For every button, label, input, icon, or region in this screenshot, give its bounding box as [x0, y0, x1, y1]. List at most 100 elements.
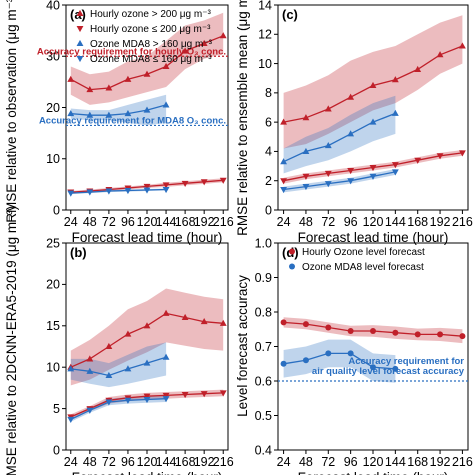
x-tick-label: 48 — [299, 215, 313, 229]
data-point — [324, 105, 332, 112]
legend-entry: Ozone MDA8 ≤ 160 μg m⁻³ — [90, 54, 212, 65]
data-point — [86, 85, 94, 93]
data-point — [347, 327, 354, 334]
x-axis-label: Forecast lead time (hour) — [298, 230, 449, 245]
data-point — [181, 313, 189, 321]
reference-line-label: Accuracy requirement for — [348, 356, 464, 367]
data-point — [437, 331, 444, 338]
x-tick-label: 192 — [430, 455, 451, 469]
data-point — [280, 118, 288, 125]
data-point — [347, 350, 354, 357]
x-tick-label: 144 — [385, 215, 406, 229]
y-tick-label: 20 — [46, 101, 60, 115]
data-point — [105, 188, 113, 195]
data-point — [86, 355, 94, 362]
x-tick-label: 120 — [363, 455, 384, 469]
data-point — [370, 364, 376, 371]
data-point — [219, 177, 227, 184]
data-point — [414, 331, 421, 338]
x-tick-label: 96 — [344, 455, 358, 469]
x-tick-label: 72 — [321, 215, 335, 229]
data-point — [324, 141, 332, 149]
data-point — [347, 178, 355, 185]
data-point — [436, 153, 444, 160]
data-point — [105, 342, 113, 350]
x-tick-label: 24 — [64, 215, 78, 229]
data-point — [200, 318, 208, 325]
series-line — [70, 356, 167, 377]
data-point — [124, 330, 132, 337]
data-point — [124, 365, 132, 372]
data-point — [392, 365, 399, 372]
legend-marker — [289, 248, 295, 255]
y-tick-label: 6 — [265, 115, 272, 129]
confidence-band — [70, 12, 224, 105]
legend-entry: Ozone MDA8 > 160 μg m⁻³ — [90, 39, 213, 50]
legend-marker — [76, 9, 84, 17]
y-tick-label: 4 — [265, 145, 272, 159]
x-tick-label: 192 — [194, 455, 215, 469]
x-tick-label: 48 — [83, 455, 97, 469]
x-tick-label: 24 — [277, 455, 291, 469]
y-tick-label: 40 — [46, 0, 60, 12]
x-tick-label: 72 — [321, 455, 335, 469]
data-point — [280, 186, 288, 194]
data-point — [369, 81, 377, 89]
data-point — [181, 392, 189, 399]
data-point — [219, 390, 227, 397]
legend-entry: Ozone MDA8 level forecast — [302, 262, 424, 273]
data-point — [143, 183, 151, 191]
x-tick-label: 24 — [277, 215, 291, 229]
x-tick-label: 168 — [175, 215, 196, 229]
x-tick-label: 144 — [156, 455, 177, 469]
y-tick-label: 10 — [46, 361, 60, 375]
data-point — [162, 392, 170, 399]
legend-marker — [76, 55, 84, 63]
x-tick-label: 168 — [407, 455, 428, 469]
data-point — [86, 189, 94, 196]
data-point — [181, 180, 189, 187]
x-tick-label: 216 — [452, 215, 473, 229]
data-point — [325, 350, 332, 357]
confidence-band — [283, 339, 396, 383]
panel-d: 0.4 0.5 0.6 0.7 0.8 0.9 1.0 24 48 72 96 120 144 168 19… — [235, 236, 473, 475]
data-point — [67, 75, 75, 82]
confidence-band — [283, 169, 396, 193]
y-tick-label: 0 — [265, 203, 272, 217]
data-point — [105, 84, 113, 91]
x-tick-label: 120 — [137, 455, 158, 469]
data-point — [181, 47, 189, 54]
data-point — [414, 65, 422, 72]
data-point — [347, 93, 355, 100]
x-axis-label: Forecast lead time (hour) — [72, 230, 223, 245]
data-point — [302, 321, 309, 328]
data-point — [302, 147, 310, 154]
legend-entry: Hourly ozone > 200 μg m⁻³ — [90, 9, 211, 20]
data-point — [302, 114, 310, 121]
data-point — [370, 327, 376, 334]
confidence-band — [283, 15, 463, 149]
y-tick-label: 20 — [46, 278, 60, 292]
panel-b: 051015202524487296120144168192216Forecas… — [4, 206, 234, 475]
y-axis-label: RMSE relative to ensemble mean (μg m⁻³) — [235, 0, 250, 236]
x-tick-label: 144 — [385, 455, 406, 469]
panel-label: (c) — [282, 7, 298, 22]
data-point — [458, 42, 466, 49]
x-tick-label: 216 — [213, 455, 234, 469]
x-tick-label: 120 — [363, 215, 384, 229]
x-tick-label: 192 — [194, 215, 215, 229]
data-point — [105, 111, 113, 118]
data-point — [162, 186, 170, 194]
y-tick-label: 0 — [53, 443, 60, 457]
data-point — [391, 162, 399, 169]
x-tick-label: 216 — [213, 215, 234, 229]
confidence-band — [283, 95, 396, 174]
data-point — [200, 39, 208, 46]
data-point — [219, 32, 227, 39]
x-tick-label: 192 — [430, 215, 451, 229]
y-axis-label: RMSE relative to observation (μg m⁻³) — [4, 0, 19, 223]
data-point — [86, 407, 94, 414]
data-point — [162, 182, 170, 189]
